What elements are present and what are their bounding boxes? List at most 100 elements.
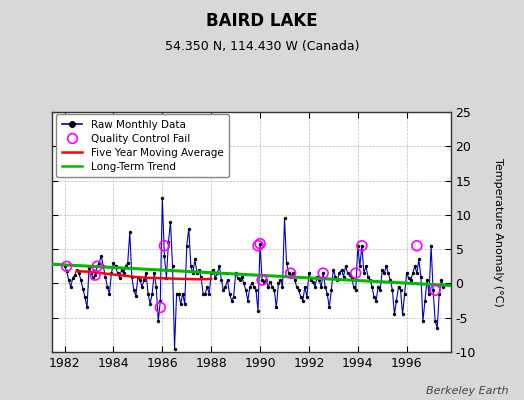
Point: [437, 277, 445, 283]
Point: [119, 270, 128, 276]
Point: [352, 287, 360, 294]
Point: [110, 260, 118, 266]
Point: [150, 270, 158, 276]
Point: [162, 275, 171, 281]
Point: [77, 277, 85, 283]
Point: [329, 266, 337, 273]
Point: [83, 304, 91, 311]
Point: [435, 290, 443, 297]
Point: [417, 273, 425, 280]
Point: [207, 270, 215, 276]
Point: [285, 270, 293, 276]
Point: [124, 260, 132, 266]
Point: [366, 277, 374, 283]
Point: [323, 290, 332, 297]
Point: [95, 260, 103, 266]
Point: [156, 297, 165, 304]
Point: [67, 284, 75, 290]
Point: [237, 273, 246, 280]
Point: [148, 290, 156, 297]
Point: [227, 297, 236, 304]
Point: [400, 290, 409, 297]
Point: [184, 225, 193, 232]
Point: [350, 284, 358, 290]
Point: [144, 290, 152, 297]
Point: [413, 270, 421, 276]
Point: [398, 311, 407, 318]
Point: [266, 279, 275, 285]
Point: [390, 311, 399, 318]
Point: [260, 279, 268, 285]
Point: [315, 277, 323, 283]
Point: [128, 273, 136, 280]
Point: [352, 270, 360, 276]
Point: [89, 275, 97, 281]
Point: [305, 270, 313, 276]
Point: [166, 218, 174, 225]
Point: [87, 270, 95, 276]
Point: [262, 277, 270, 283]
Point: [431, 318, 439, 324]
Point: [343, 270, 352, 276]
Point: [164, 239, 172, 246]
Point: [321, 284, 330, 290]
Point: [73, 266, 81, 273]
Point: [115, 275, 124, 281]
Point: [287, 270, 295, 276]
Point: [333, 277, 342, 283]
Point: [209, 266, 217, 273]
Point: [69, 275, 77, 281]
Point: [91, 272, 100, 278]
Point: [358, 242, 366, 249]
Point: [425, 290, 433, 297]
Text: BAIRD LAKE: BAIRD LAKE: [206, 12, 318, 30]
Point: [268, 284, 277, 290]
Point: [299, 297, 307, 304]
Point: [297, 294, 305, 300]
Point: [182, 242, 191, 249]
Text: Berkeley Earth: Berkeley Earth: [426, 386, 508, 396]
Point: [113, 270, 122, 276]
Point: [396, 287, 405, 294]
Point: [223, 277, 232, 283]
Point: [386, 277, 395, 283]
Point: [160, 253, 169, 259]
Point: [230, 294, 238, 300]
Point: [71, 272, 79, 278]
Point: [62, 268, 71, 274]
Point: [217, 277, 226, 283]
Point: [219, 287, 227, 294]
Point: [81, 294, 89, 300]
Point: [126, 229, 134, 235]
Point: [364, 273, 372, 280]
Point: [325, 304, 333, 311]
Point: [272, 304, 280, 311]
Point: [303, 294, 311, 300]
Point: [97, 253, 105, 259]
Point: [294, 287, 303, 294]
Point: [370, 294, 378, 300]
Point: [136, 277, 144, 283]
Point: [225, 290, 234, 297]
Point: [254, 242, 262, 249]
Point: [252, 287, 260, 294]
Point: [388, 287, 397, 294]
Point: [292, 284, 301, 290]
Point: [264, 284, 272, 290]
Point: [382, 263, 390, 270]
Point: [79, 286, 87, 292]
Point: [191, 256, 199, 263]
Point: [239, 280, 248, 287]
Point: [91, 272, 100, 278]
Point: [276, 277, 285, 283]
Point: [248, 280, 256, 287]
Point: [280, 215, 289, 222]
Point: [311, 284, 319, 290]
Point: [64, 277, 73, 283]
Point: [199, 290, 208, 297]
Point: [395, 284, 403, 290]
Point: [154, 318, 162, 324]
Point: [193, 270, 201, 276]
Y-axis label: Temperature Anomaly (°C): Temperature Anomaly (°C): [493, 158, 503, 306]
Point: [103, 284, 112, 290]
